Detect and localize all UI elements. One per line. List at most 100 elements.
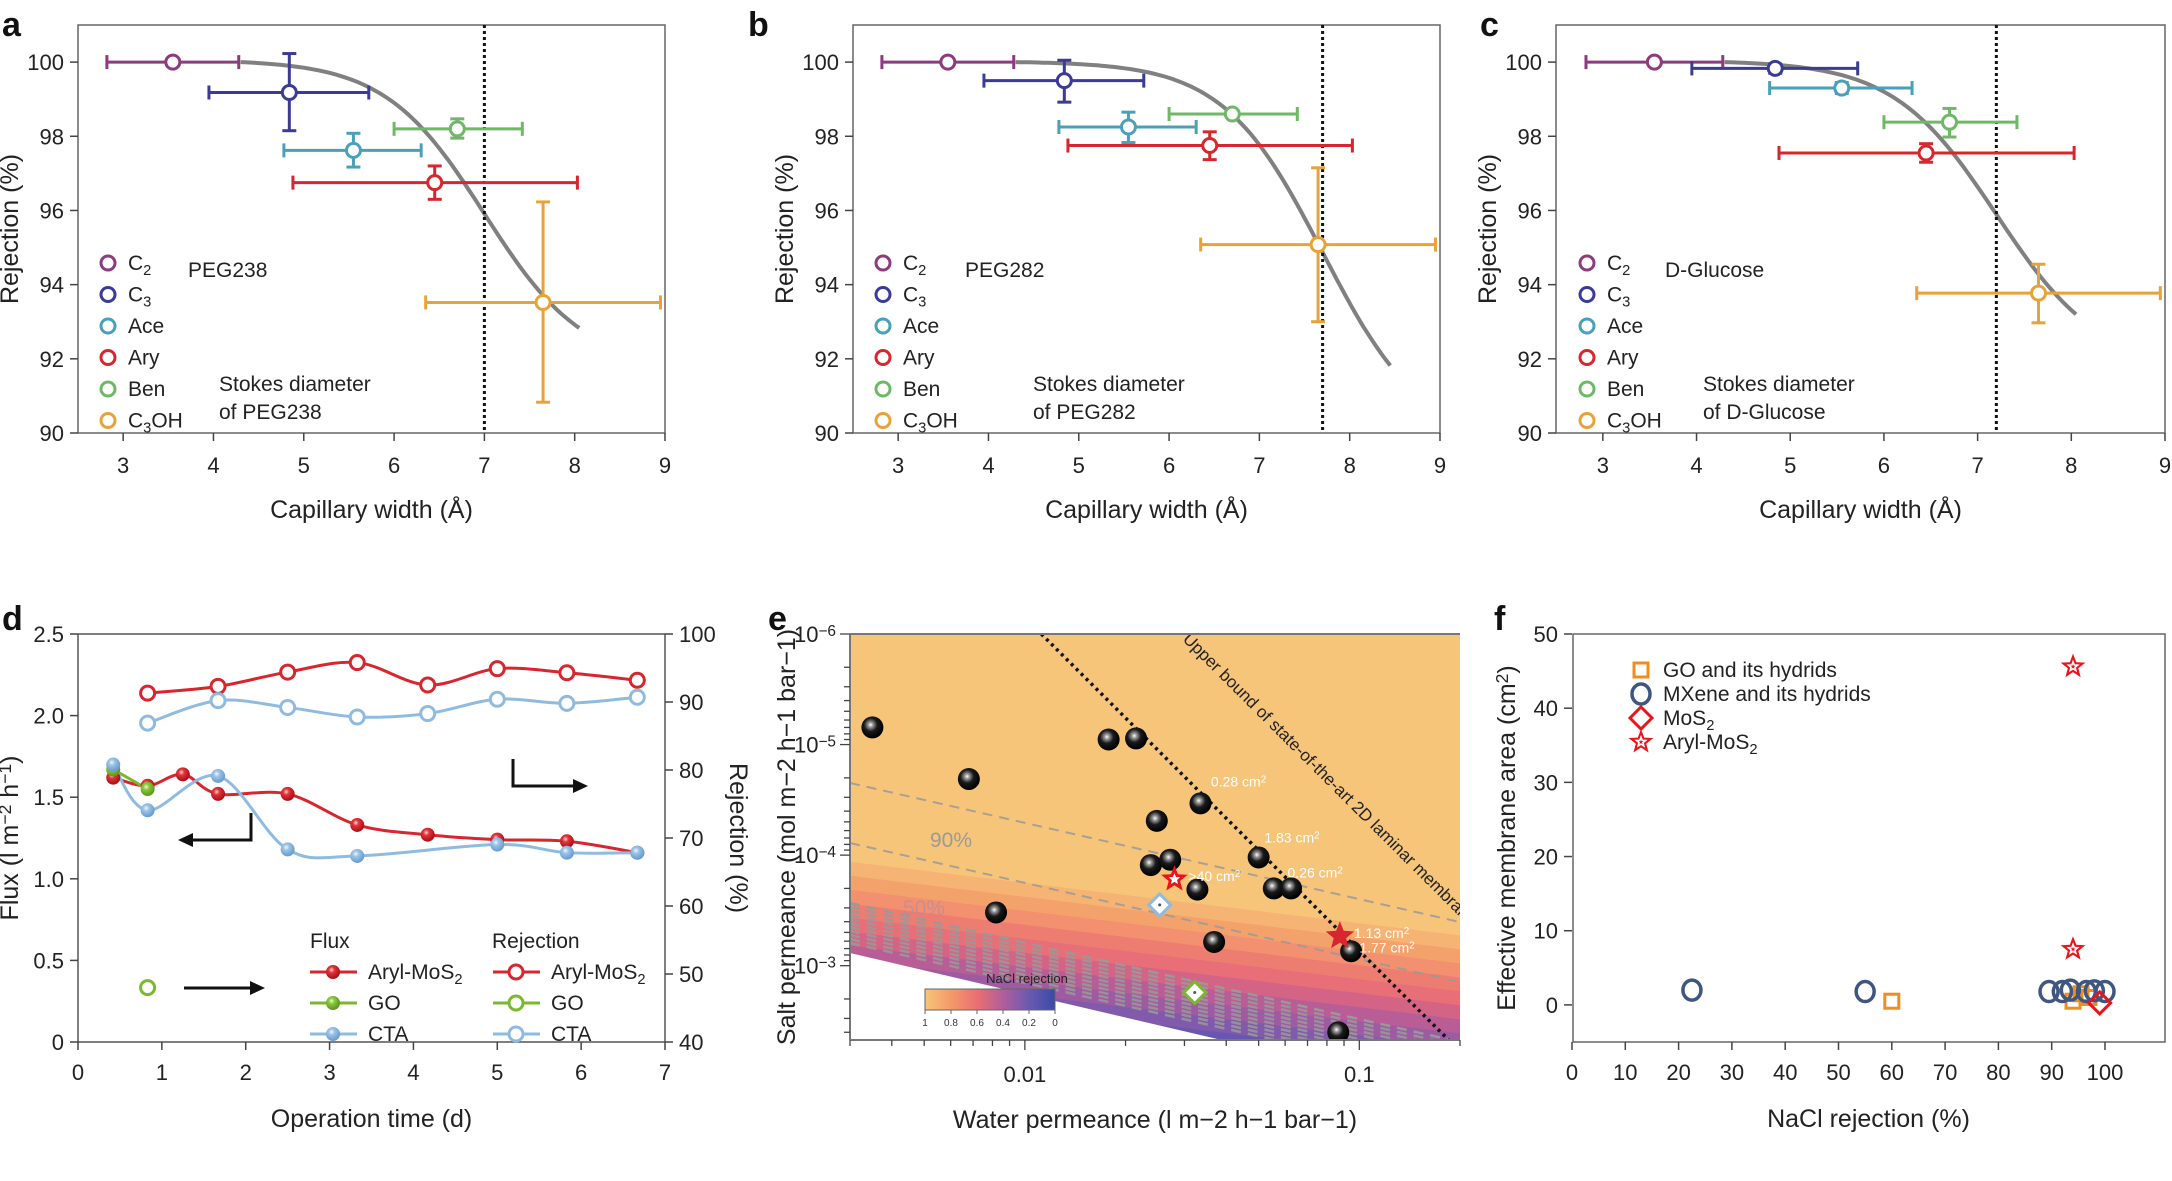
marker [1645, 53, 1663, 71]
y-tick-label: 30 [1534, 770, 1558, 795]
legend-label-c3: C3 [903, 284, 926, 311]
data-point-ben [392, 117, 524, 140]
literature-point [1097, 728, 1120, 751]
marker [448, 120, 466, 138]
legend-marker [507, 963, 525, 981]
y-tick-label: 94 [815, 273, 839, 298]
area-label: 0.26 cm2 [1288, 865, 1343, 881]
legend-label: GO [368, 992, 401, 1015]
legend-marker-c2 [874, 254, 892, 272]
legend-label: GO and its hydrids [1663, 659, 1837, 682]
panel-b: 3 4 5 6 7 8 9 90 92 94 96 98 100 Capillary width (Å) R… [771, 24, 1446, 524]
legend-marker [326, 965, 340, 979]
y-tick-label: 100 [27, 50, 64, 75]
plot-frame [77, 24, 666, 434]
y-tick-label: 10−6 [794, 622, 836, 647]
legend-marker-ace [874, 317, 892, 335]
rejection-point [139, 684, 157, 702]
rejection-point [628, 671, 646, 689]
area-label: 1.77 cm2 [1359, 940, 1414, 956]
flux-point [106, 757, 121, 772]
rejection-point [488, 690, 506, 708]
marker [1917, 144, 1935, 162]
colorbar-tick-label: 0.6 [970, 1018, 984, 1029]
legend-marker-core [1638, 739, 1644, 745]
x-tick-label: 8 [2065, 453, 2077, 478]
legend-marker-c2 [1578, 254, 1596, 272]
plot-frame [1572, 633, 2166, 1043]
diamond-center [1158, 903, 1162, 907]
legend-marker-ary [874, 349, 892, 366]
y-tick-label: 100 [1505, 50, 1542, 75]
x-tick-label: 6 [1878, 453, 1890, 478]
left-tick-label: 0.5 [33, 948, 64, 973]
point-mxene-and-its-hydrids [1681, 978, 1703, 1002]
point-aryl-mos2-core [2070, 946, 2076, 952]
panel-label-a: a [2, 6, 22, 44]
legend-marker-ary [1578, 349, 1596, 366]
legend-marker [1630, 682, 1652, 706]
arrow-head [178, 833, 193, 847]
left-tick-label: 2.0 [33, 704, 64, 729]
legend-marker-ben [874, 380, 892, 398]
panel-e: 90%50% Upper bound of state-of-the-art 2D… [773, 622, 1461, 1134]
stokes-label-line1: Stokes diameter [1033, 373, 1185, 396]
y-tick-label: 20 [1534, 845, 1558, 870]
right-tick-label: 80 [679, 758, 703, 783]
x-axis-label: Water permeance (l m−2 h−1 bar−1) [953, 1106, 1357, 1134]
data-point-c3oh [424, 200, 662, 404]
diamond-center [1193, 991, 1197, 995]
legend-label-ary: Ary [128, 347, 160, 370]
flux-point [211, 768, 226, 783]
legend-label: CTA [551, 1023, 591, 1046]
flux-point [140, 782, 155, 797]
arrow-head [250, 981, 265, 995]
contour-line [850, 917, 1387, 1040]
legend-marker-c3oh [874, 412, 892, 429]
arrow-left-axis [185, 813, 253, 842]
fit-curve [1015, 60, 1392, 367]
x-tick-label: 6 [388, 453, 400, 478]
x-tick-label: 6 [575, 1060, 587, 1085]
literature-point [1247, 846, 1270, 869]
x-tick-label: 4 [982, 453, 994, 478]
data-point-c2 [1584, 53, 1725, 71]
x-tick-label: 0.01 [1003, 1062, 1046, 1087]
contour-line [850, 941, 1282, 1040]
star-area-label: >40 cm2 [1188, 868, 1240, 884]
legend-label: CTA [368, 1023, 408, 1046]
x-tick-label: 7 [1253, 453, 1265, 478]
x-axis-label: Operation time (d) [271, 1105, 472, 1133]
x-tick-label: 80 [1986, 1060, 2010, 1085]
rejection-point [348, 708, 366, 726]
stokes-label-line1: Stokes diameter [1703, 373, 1855, 396]
x-tick-label: 100 [2087, 1060, 2124, 1085]
y-tick-label: 10 [1534, 919, 1558, 944]
stokes-label-line2: of D-Glucose [1703, 401, 1826, 424]
literature-point [1186, 878, 1209, 901]
x-tick-label: 0 [72, 1060, 84, 1085]
right-tick-label: 40 [679, 1030, 703, 1055]
upper-bound-line [1040, 634, 1450, 1040]
right-tick-label: 70 [679, 826, 703, 851]
contour-line [850, 921, 1369, 1040]
rejection-point [139, 714, 157, 732]
marker [534, 293, 552, 311]
y-tick-label: 0 [1546, 993, 1558, 1018]
y-axis-label: Rejection (%) [0, 154, 24, 304]
y-tick-label: 100 [802, 50, 839, 75]
x-tick-label: 60 [1880, 1060, 1904, 1085]
legend-label-c3oh: C3OH [128, 410, 183, 437]
y-tick-label: 98 [40, 124, 64, 149]
x-tick-label: 30 [1720, 1060, 1744, 1085]
point-go-and-its-hydrids [1883, 992, 1901, 1010]
point-mxene-and-its-hydrids [2051, 979, 2074, 1004]
aryl-mos2-star [1325, 921, 1355, 949]
colorbar-tick-label: 0 [1052, 1018, 1058, 1029]
x-axis-label: NaCl rejection (%) [1767, 1105, 1970, 1133]
x-tick-label: 2 [240, 1060, 252, 1085]
data-point-c3 [1690, 59, 1860, 77]
y-tick-label: 10−4 [794, 843, 836, 868]
data-point-ary [1777, 142, 2076, 164]
y-axis-label: Salt permeance (mol m−2 h−1 bar−1) [773, 629, 801, 1045]
